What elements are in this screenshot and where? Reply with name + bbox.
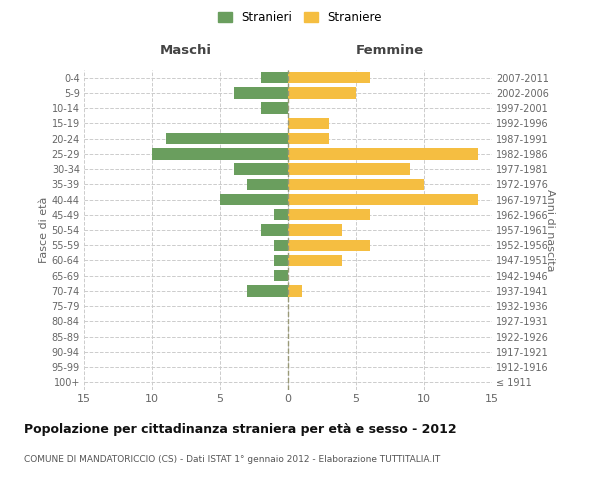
- Bar: [274, 209, 288, 220]
- Bar: [288, 87, 356, 99]
- Bar: [233, 87, 288, 99]
- Bar: [288, 255, 343, 266]
- Bar: [288, 133, 329, 144]
- Bar: [288, 285, 302, 296]
- Bar: [261, 224, 288, 235]
- Bar: [288, 118, 329, 129]
- Bar: [288, 164, 410, 175]
- Bar: [288, 194, 478, 205]
- Bar: [288, 209, 370, 220]
- Bar: [261, 102, 288, 114]
- Y-axis label: Anni di nascita: Anni di nascita: [545, 188, 554, 271]
- Bar: [288, 148, 478, 160]
- Y-axis label: Fasce di età: Fasce di età: [38, 197, 49, 263]
- Bar: [247, 178, 288, 190]
- Text: COMUNE DI MANDATORICCIO (CS) - Dati ISTAT 1° gennaio 2012 - Elaborazione TUTTITA: COMUNE DI MANDATORICCIO (CS) - Dati ISTA…: [24, 455, 440, 464]
- Bar: [247, 285, 288, 296]
- Bar: [288, 240, 370, 251]
- Bar: [288, 224, 343, 235]
- Text: Femmine: Femmine: [356, 44, 424, 57]
- Bar: [233, 164, 288, 175]
- Bar: [274, 240, 288, 251]
- Bar: [274, 255, 288, 266]
- Bar: [152, 148, 288, 160]
- Bar: [166, 133, 288, 144]
- Bar: [261, 72, 288, 84]
- Bar: [220, 194, 288, 205]
- Text: Popolazione per cittadinanza straniera per età e sesso - 2012: Popolazione per cittadinanza straniera p…: [24, 422, 457, 436]
- Bar: [274, 270, 288, 281]
- Bar: [288, 72, 370, 84]
- Text: Maschi: Maschi: [160, 44, 212, 57]
- Bar: [288, 178, 424, 190]
- Legend: Stranieri, Straniere: Stranieri, Straniere: [215, 8, 385, 26]
